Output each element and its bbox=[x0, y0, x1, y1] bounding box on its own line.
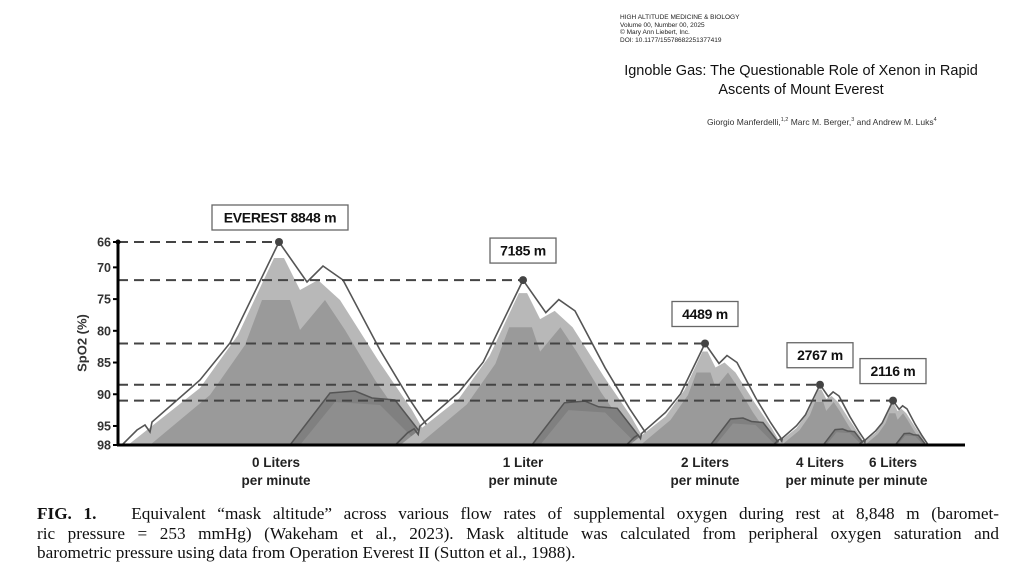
y-tick-label: 95 bbox=[97, 419, 111, 433]
x-category-label: per minute bbox=[670, 473, 740, 488]
altitude-label-box bbox=[211, 204, 349, 231]
altitude-label: EVEREST 8848 m bbox=[224, 210, 337, 226]
author-name: Marc M. Berger, bbox=[788, 117, 852, 127]
author-affiliation: 3 bbox=[851, 117, 855, 124]
mountain-foreground-shade bbox=[826, 432, 862, 445]
journal-header: HIGH ALTITUDE MEDICINE & BIOLOGY Volume … bbox=[620, 14, 739, 44]
x-category-label: per minute bbox=[241, 473, 311, 488]
x-category-label: 6 Liters bbox=[869, 455, 917, 470]
journal-copyright: © Mary Ann Liebert, Inc. bbox=[620, 29, 690, 37]
caption-text: Equivalent “mask altitude” across variou… bbox=[131, 504, 1000, 523]
article-authors: Giorgio Manferdelli,1,2 Marc M. Berger,3… bbox=[707, 117, 937, 127]
altitude-label-box bbox=[671, 300, 739, 328]
caption-line: ric pressure = 253 mmHg) (Wakeham et al.… bbox=[37, 523, 999, 543]
altitude-label-box bbox=[786, 342, 854, 369]
altitude-label: 2767 m bbox=[797, 347, 843, 363]
article-title: Ignoble Gas: The Questionable Role of Xe… bbox=[624, 63, 978, 98]
x-category-label: 2 Liters bbox=[681, 455, 729, 470]
y-tick-label: 75 bbox=[97, 293, 111, 307]
figure-mask-altitude: 66 70 75 80 85 90 95 98 EVEREST 8848 m 0 Liters pe… bbox=[97, 204, 965, 488]
altitude-label-box bbox=[489, 237, 557, 264]
peak-marker bbox=[816, 380, 824, 389]
y-tick-label: 70 bbox=[97, 261, 111, 275]
peak-marker bbox=[275, 238, 283, 246]
mountain-outline bbox=[625, 341, 787, 446]
y-tick-label: 66 bbox=[97, 236, 111, 250]
x-category-label: 1 Liter bbox=[503, 455, 544, 470]
mountain-foreground-shade bbox=[300, 402, 420, 445]
y-axis-label: SpO2 (%) bbox=[74, 314, 90, 372]
altitude-label: 7185 m bbox=[500, 243, 546, 259]
mountain-outline bbox=[858, 399, 929, 446]
caption-label: FIG. 1. bbox=[37, 504, 97, 523]
y-tick-label: 90 bbox=[97, 388, 111, 402]
x-category-label: 4 Liters bbox=[796, 455, 844, 470]
peak-marker bbox=[889, 396, 897, 405]
altitude-label-box bbox=[859, 357, 927, 385]
caption-line: barometric pressure using data from Oper… bbox=[37, 543, 576, 562]
author-affiliation: 4 bbox=[933, 117, 937, 124]
x-category-label: 0 Liters bbox=[252, 455, 300, 470]
y-tick-label: 98 bbox=[97, 439, 111, 453]
mountain-foreground-shade bbox=[540, 410, 638, 445]
author-affiliation: 1,2 bbox=[780, 117, 789, 124]
x-category-label: per minute bbox=[488, 473, 558, 488]
y-tick-label: 85 bbox=[97, 356, 111, 370]
x-category-label: per minute bbox=[785, 473, 855, 488]
journal-doi: DOI: 10.1177/15578682251377419 bbox=[620, 36, 722, 44]
altitude-label: 2116 m bbox=[871, 363, 916, 379]
caption-line: FIG. 1. Equivalent “mask altitude” acros… bbox=[37, 504, 999, 524]
journal-name: HIGH ALTITUDE MEDICINE & BIOLOGY bbox=[620, 14, 740, 21]
mountain-foreground-shade bbox=[897, 435, 924, 445]
peak-marker bbox=[701, 339, 709, 348]
x-category-label: per minute bbox=[858, 473, 928, 488]
peak-marker bbox=[519, 276, 527, 285]
mountain-outline bbox=[121, 240, 441, 446]
mountain-foreground-shade bbox=[715, 423, 776, 445]
altitude-label: 4489 m bbox=[682, 306, 728, 322]
y-tick-label: 80 bbox=[97, 324, 111, 338]
mountain-outline bbox=[394, 278, 655, 446]
figure-caption: FIG. 1. Equivalent “mask altitude” acros… bbox=[37, 504, 999, 563]
author-name: Giorgio Manferdelli, bbox=[707, 117, 781, 127]
journal-volume: Volume 00, Number 00, 2025 bbox=[620, 21, 705, 29]
author-name: and Andrew M. Luks bbox=[854, 117, 934, 127]
